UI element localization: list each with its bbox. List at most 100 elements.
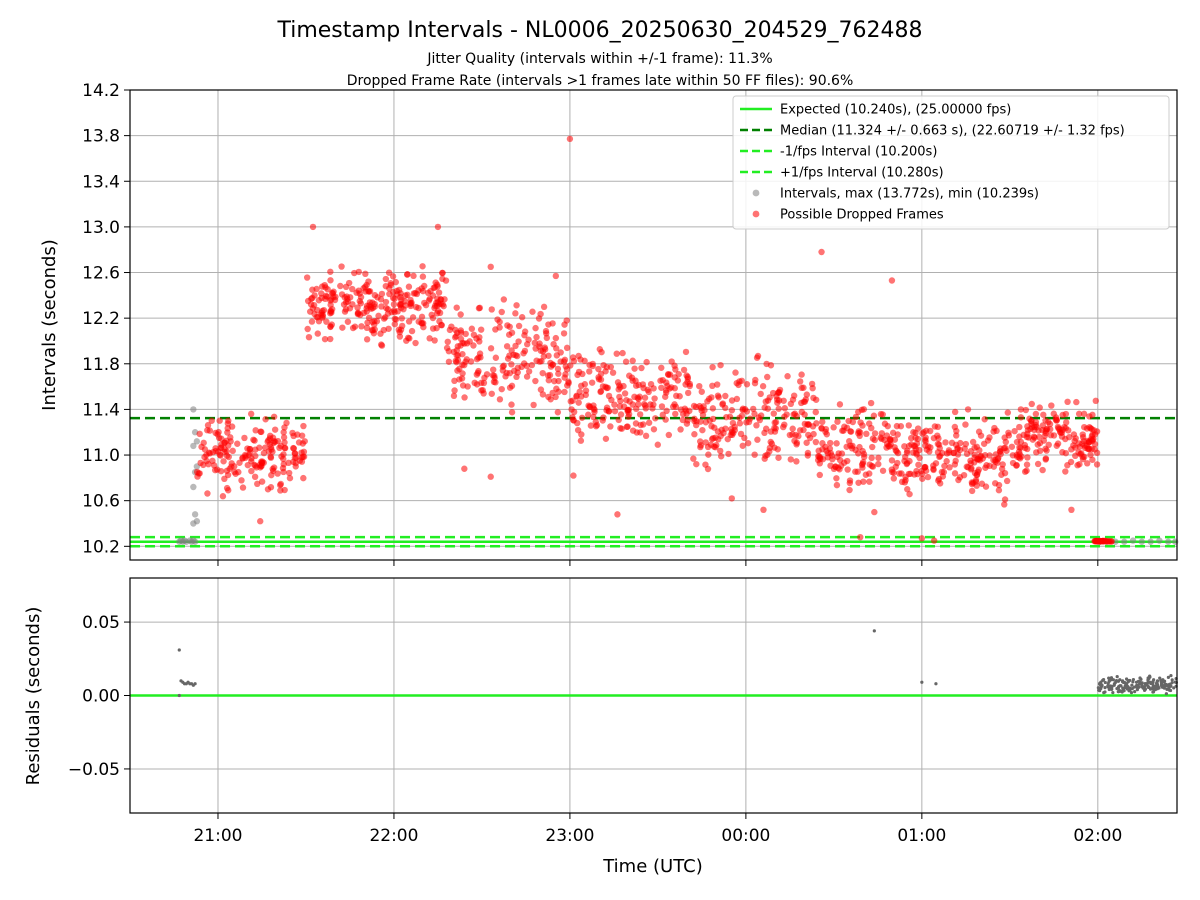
dropped-frame-point — [551, 377, 558, 385]
dropped-frame-point — [793, 439, 801, 446]
dropped-frame-point — [260, 449, 268, 457]
dropped-frame-point — [506, 384, 514, 391]
dropped-frame-point — [454, 367, 461, 374]
x-tick-label: 21:00 — [193, 826, 242, 846]
dropped-frame-point — [1055, 425, 1062, 432]
dropped-frame-point — [866, 478, 873, 485]
dropped-frame-point — [552, 272, 560, 280]
dropped-frame-point — [492, 354, 500, 361]
dropped-frame-point — [404, 271, 411, 278]
dropped-frame-point — [1080, 410, 1088, 418]
interval-point — [1138, 538, 1146, 545]
lower-x-ticks: 21:00 22:00 23:00 00:00 01:00 02:00 — [193, 813, 1122, 846]
dropped-frame-point — [360, 285, 367, 292]
dropped-frame-point — [358, 323, 365, 330]
dropped-frame-point — [490, 366, 497, 373]
dropped-frame-point — [295, 439, 303, 446]
dropped-frame-point — [605, 408, 613, 415]
dropped-frame-point — [537, 310, 544, 318]
dropped-frame-point — [578, 414, 586, 421]
residual-point — [1133, 690, 1137, 694]
dropped-frame-point — [1092, 397, 1099, 405]
dropped-frame-point — [1100, 537, 1107, 545]
dropped-frame-point — [877, 410, 885, 418]
dropped-frame-point — [896, 470, 903, 477]
dropped-frame-point — [475, 305, 483, 312]
dropped-frame-point — [338, 263, 345, 270]
dropped-frame-point — [1001, 501, 1008, 508]
dropped-frame-point — [565, 378, 572, 385]
dropped-frame-point — [267, 454, 275, 461]
dropped-frame-point — [792, 431, 799, 439]
legend-label: Intervals, max (13.772s), min (10.239s) — [780, 187, 1039, 202]
dropped-frame-point — [300, 422, 307, 430]
dropped-frame-point — [402, 292, 409, 299]
residual-point — [1155, 680, 1159, 684]
dropped-frame-point — [812, 438, 820, 446]
dropped-frame-point — [855, 408, 862, 416]
dropped-frame-point — [650, 426, 658, 433]
dropped-frame-point — [875, 454, 882, 462]
dropped-frame-point — [291, 450, 299, 457]
residual-point — [1118, 678, 1122, 682]
dropped-frame-point — [532, 324, 539, 332]
dropped-frame-point — [268, 471, 275, 479]
dropped-frame-point — [690, 455, 697, 462]
dropped-frame-point — [683, 420, 691, 427]
dropped-frame-point — [647, 401, 654, 408]
dropped-frame-point — [450, 392, 458, 400]
dropped-frame-point — [258, 478, 266, 485]
residual-point — [1143, 682, 1147, 686]
dropped-frame-point — [498, 308, 505, 316]
residual-point — [1151, 690, 1155, 694]
dropped-frame-point — [241, 434, 248, 442]
dropped-frame-point — [705, 451, 712, 458]
dropped-frame-point — [699, 426, 706, 434]
dropped-frame-point — [607, 423, 614, 430]
dropped-frame-point — [395, 326, 403, 333]
dropped-frame-point — [647, 380, 655, 388]
dropped-frame-point — [1045, 441, 1052, 449]
upper-y-tick-label: 10.6 — [82, 492, 120, 512]
dropped-frame-point — [800, 426, 807, 434]
dropped-frame-point — [662, 393, 669, 400]
dropped-frame-point — [894, 431, 901, 438]
interval-point — [1147, 538, 1154, 545]
dropped-frame-point — [545, 377, 552, 384]
dropped-frame-point — [470, 342, 477, 349]
dropped-frame-point — [478, 387, 485, 394]
dropped-frame-point — [743, 381, 751, 388]
dropped-frame-point — [739, 405, 747, 412]
dropped-frame-point — [290, 444, 297, 452]
dropped-frame-point — [281, 424, 288, 431]
dropped-frame-point — [285, 469, 293, 477]
legend-label: +1/fps Interval (10.280s) — [780, 166, 944, 181]
dropped-frame-point — [608, 396, 615, 404]
dropped-frame-point — [439, 269, 446, 277]
dropped-frame-point — [746, 415, 754, 422]
dropped-frame-point — [238, 477, 245, 484]
chart-title: Timestamp Intervals - NL0006_20250630_20… — [276, 18, 922, 43]
dropped-frame-point — [363, 336, 371, 343]
dropped-frame-point — [549, 389, 556, 397]
interval-point — [1156, 537, 1163, 544]
chart-subtitle-dropped: Dropped Frame Rate (intervals >1 frames … — [347, 73, 854, 89]
dropped-frame-point — [496, 318, 503, 326]
dropped-frame-point — [323, 318, 330, 325]
dropped-frame-point — [812, 396, 820, 403]
dropped-frame-point — [718, 426, 725, 434]
dropped-frame-point — [614, 379, 622, 386]
dropped-frame-point — [596, 346, 603, 353]
dropped-frame-point — [508, 347, 515, 354]
dropped-frame-point — [201, 446, 209, 453]
dropped-frame-point — [289, 429, 296, 437]
dropped-frame-point — [602, 435, 610, 442]
dropped-frame-point — [676, 393, 683, 400]
dropped-frame-point — [369, 304, 377, 312]
dropped-frame-point — [717, 447, 724, 455]
dropped-frame-point — [346, 294, 354, 301]
dropped-frame-point — [641, 394, 649, 401]
dropped-frame-point — [868, 454, 875, 462]
dropped-frame-point — [805, 431, 812, 439]
dropped-frame-point — [555, 370, 562, 377]
